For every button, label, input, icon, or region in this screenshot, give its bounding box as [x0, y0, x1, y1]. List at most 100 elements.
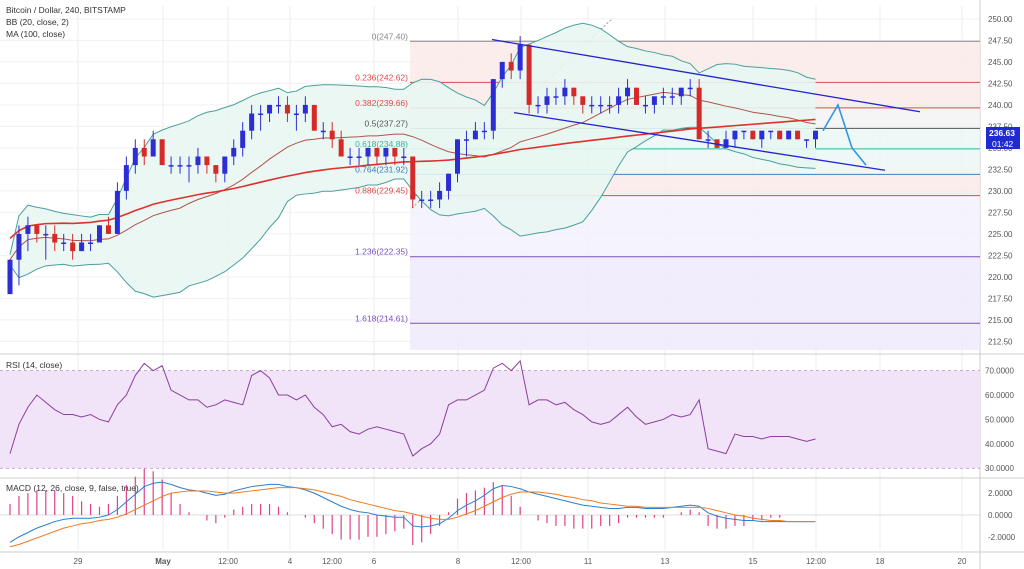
candle-body-59 — [535, 104, 541, 107]
candle-body-25 — [231, 147, 237, 157]
fib-label-7: 1.236(222.35) — [355, 247, 408, 257]
price-tick-9: 227.50 — [988, 208, 1013, 217]
x-tick-9: 13 — [661, 557, 670, 566]
candle-body-53 — [481, 130, 487, 133]
candlesticks — [7, 36, 818, 295]
candle-body-46 — [419, 199, 425, 201]
candle-body-6 — [61, 242, 67, 244]
candle-body-75 — [678, 87, 684, 97]
candle-body-22 — [204, 156, 210, 166]
x-tick-1: May — [155, 557, 171, 566]
legend-ma: MA (100, close) — [6, 29, 65, 39]
candle-body-83 — [750, 130, 756, 140]
fib-label-3: 0.5(237.27) — [365, 118, 409, 128]
axes: 250.00247.50245.00242.50240.00237.50235.… — [74, 15, 1016, 566]
candle-body-88 — [795, 130, 801, 140]
candle-body-12 — [114, 190, 120, 234]
candle-body-67 — [607, 104, 613, 107]
rsi-tick-3: 40.0000 — [985, 440, 1014, 449]
candle-body-77 — [696, 87, 702, 140]
candle-body-39 — [356, 156, 362, 158]
candle-body-37 — [338, 139, 344, 157]
price-legend: Bitcoin / Dollar, 240, BITSTAMP BB (20, … — [6, 5, 126, 39]
price-tick-4: 240.00 — [988, 101, 1013, 110]
fib-zone-last — [410, 323, 980, 350]
x-tick-3: 4 — [288, 557, 293, 566]
candle-body-62 — [562, 87, 568, 97]
candle-body-78 — [705, 139, 711, 141]
price-tick-10: 225.00 — [988, 230, 1013, 239]
candle-body-47 — [428, 199, 434, 201]
trend-drawings[interactable] — [491, 38, 921, 171]
rsi-tick-0: 70.0000 — [985, 367, 1014, 376]
candle-body-41 — [374, 147, 380, 157]
current-price: 236.63 — [989, 128, 1015, 138]
candle-body-61 — [553, 96, 559, 98]
candle-body-10 — [97, 225, 102, 243]
candle-body-20 — [186, 165, 192, 167]
candle-body-76 — [687, 87, 693, 90]
candle-body-34 — [311, 104, 317, 131]
x-tick-12: 18 — [876, 557, 885, 566]
candle-body-35 — [320, 130, 326, 133]
x-tick-4: 12:00 — [322, 557, 343, 566]
price-tick-1: 247.50 — [988, 36, 1013, 45]
candle-body-11 — [105, 225, 111, 234]
price-tick-15: 212.50 — [988, 337, 1013, 346]
rsi-legend: RSI (14, close) — [6, 360, 62, 370]
candle-body-36 — [329, 130, 335, 140]
candle-body-48 — [437, 190, 443, 200]
x-tick-5: 6 — [372, 557, 377, 566]
rsi-panel — [0, 359, 980, 469]
x-tick-0: 29 — [74, 557, 83, 566]
candle-body-84 — [759, 130, 765, 140]
rsi-line — [9, 359, 816, 457]
candle-body-81 — [732, 130, 738, 140]
candle-body-68 — [616, 96, 622, 105]
candle-body-21 — [195, 156, 201, 166]
candle-body-42 — [383, 147, 389, 157]
candle-body-8 — [79, 242, 85, 252]
rsi-tick-4: 30.0000 — [985, 464, 1014, 473]
fib-label-8: 1.618(214.61) — [355, 313, 408, 323]
price-tick-3: 242.50 — [988, 79, 1013, 88]
candle-body-33 — [302, 104, 308, 114]
candle-body-40 — [365, 147, 371, 157]
candle-body-7 — [70, 242, 76, 252]
candle-body-56 — [508, 61, 514, 71]
candle-body-70 — [634, 87, 639, 105]
candle-body-51 — [463, 139, 469, 141]
candle-body-3 — [34, 225, 40, 234]
x-tick-10: 15 — [749, 557, 758, 566]
candle-body-17 — [159, 139, 165, 166]
candle-body-19 — [177, 165, 183, 167]
candle-body-16 — [150, 139, 156, 157]
price-tick-14: 215.00 — [988, 316, 1013, 325]
fib-zone-7 — [410, 256, 980, 324]
candle-body-90 — [813, 130, 818, 140]
candle-body-43 — [392, 147, 398, 157]
candle-body-66 — [598, 104, 604, 107]
candle-body-89 — [804, 139, 810, 141]
candle-body-14 — [132, 147, 138, 166]
candle-body-54 — [490, 79, 496, 131]
candle-body-31 — [284, 104, 290, 114]
macd-tick-1: 0.0000 — [988, 511, 1013, 520]
macd-tick-2: -2.0000 — [988, 533, 1016, 542]
legend-bb: BB (20, close, 2) — [6, 17, 69, 27]
fib-label-0: 0(247.40) — [372, 31, 409, 41]
macd-panel — [0, 468, 980, 548]
fib-label-6: 0.886(229.45) — [355, 186, 408, 196]
signal-line — [9, 487, 816, 548]
candle-body-27 — [249, 113, 255, 131]
candle-body-26 — [240, 130, 246, 148]
channel-upper — [491, 38, 921, 113]
candle-body-0 — [7, 259, 13, 295]
candle-body-23 — [213, 165, 219, 174]
x-tick-2: 12:00 — [218, 557, 239, 566]
candle-body-73 — [660, 96, 666, 98]
candle-body-87 — [786, 130, 792, 140]
fib-label-4: 0.618(234.88) — [355, 139, 408, 149]
x-tick-8: 11 — [584, 557, 593, 566]
